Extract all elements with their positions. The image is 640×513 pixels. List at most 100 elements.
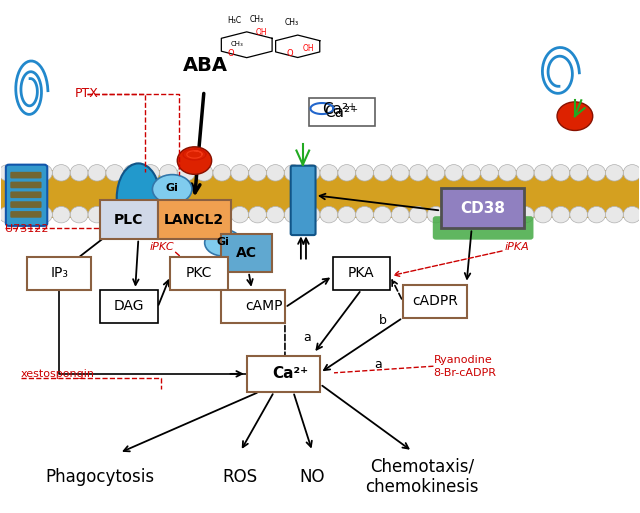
Ellipse shape	[623, 206, 640, 223]
Ellipse shape	[17, 206, 35, 223]
Ellipse shape	[445, 206, 463, 223]
Ellipse shape	[320, 165, 338, 181]
Ellipse shape	[356, 206, 374, 223]
FancyBboxPatch shape	[291, 166, 316, 235]
Text: CH₃: CH₃	[231, 41, 244, 47]
FancyBboxPatch shape	[221, 233, 272, 272]
Ellipse shape	[88, 206, 106, 223]
Ellipse shape	[588, 206, 605, 223]
Text: iPKA: iPKA	[505, 242, 529, 252]
Ellipse shape	[106, 206, 124, 223]
Text: Gi: Gi	[217, 236, 230, 247]
Ellipse shape	[177, 165, 195, 181]
Ellipse shape	[570, 206, 588, 223]
FancyBboxPatch shape	[333, 256, 390, 290]
Text: DAG: DAG	[113, 299, 144, 313]
Text: PTX: PTX	[75, 87, 99, 100]
Ellipse shape	[213, 206, 231, 223]
Text: U73122: U73122	[4, 225, 48, 234]
Text: Chemotaxis/
chemokinesis: Chemotaxis/ chemokinesis	[365, 458, 479, 496]
Text: OH: OH	[255, 28, 267, 36]
Text: iPKC: iPKC	[149, 242, 174, 252]
Text: cADPR: cADPR	[412, 294, 458, 308]
Text: a: a	[374, 358, 382, 371]
Ellipse shape	[409, 165, 427, 181]
Text: O: O	[227, 49, 234, 58]
Text: CH₃: CH₃	[249, 15, 263, 24]
FancyBboxPatch shape	[441, 188, 524, 228]
Ellipse shape	[195, 165, 213, 181]
Ellipse shape	[605, 165, 623, 181]
Ellipse shape	[116, 163, 160, 232]
Text: O: O	[286, 49, 292, 58]
Text: H₃C: H₃C	[227, 16, 241, 25]
Ellipse shape	[213, 165, 231, 181]
Ellipse shape	[284, 206, 302, 223]
Ellipse shape	[516, 206, 534, 223]
FancyBboxPatch shape	[10, 201, 42, 208]
Text: ROS: ROS	[223, 468, 258, 486]
Text: OH: OH	[303, 45, 314, 53]
Ellipse shape	[195, 206, 213, 223]
Ellipse shape	[302, 165, 320, 181]
Ellipse shape	[159, 206, 177, 223]
FancyBboxPatch shape	[10, 191, 42, 198]
Text: b: b	[380, 314, 387, 327]
Text: cAMP: cAMP	[246, 299, 283, 313]
Text: Ca²⁺: Ca²⁺	[272, 366, 308, 381]
Text: CH₃: CH₃	[284, 18, 298, 27]
Ellipse shape	[284, 165, 302, 181]
FancyBboxPatch shape	[433, 216, 534, 240]
Text: AC: AC	[236, 246, 257, 260]
Ellipse shape	[231, 165, 248, 181]
Text: IP₃: IP₃	[51, 266, 69, 280]
Ellipse shape	[356, 165, 374, 181]
FancyBboxPatch shape	[10, 182, 42, 188]
Ellipse shape	[70, 165, 88, 181]
Ellipse shape	[52, 165, 70, 181]
Ellipse shape	[338, 165, 356, 181]
Ellipse shape	[588, 165, 605, 181]
Ellipse shape	[124, 206, 141, 223]
Text: PKA: PKA	[348, 266, 375, 280]
Ellipse shape	[248, 165, 266, 181]
FancyBboxPatch shape	[10, 172, 42, 179]
Ellipse shape	[409, 206, 427, 223]
FancyBboxPatch shape	[10, 211, 42, 218]
Ellipse shape	[152, 174, 192, 204]
Ellipse shape	[499, 165, 516, 181]
Ellipse shape	[17, 165, 35, 181]
Ellipse shape	[499, 206, 516, 223]
Text: NO: NO	[300, 468, 325, 486]
Ellipse shape	[534, 165, 552, 181]
Text: Ca²⁺: Ca²⁺	[324, 105, 359, 120]
Ellipse shape	[124, 165, 141, 181]
Ellipse shape	[392, 206, 409, 223]
Ellipse shape	[534, 206, 552, 223]
Ellipse shape	[159, 165, 177, 181]
Text: LANCL2: LANCL2	[164, 212, 224, 227]
Text: 8-Br-cADPR: 8-Br-cADPR	[433, 368, 497, 378]
FancyBboxPatch shape	[246, 356, 320, 392]
Ellipse shape	[516, 165, 534, 181]
Ellipse shape	[481, 206, 499, 223]
Ellipse shape	[70, 206, 88, 223]
Text: xestospongin: xestospongin	[20, 369, 95, 379]
Text: PLC: PLC	[114, 212, 143, 227]
Ellipse shape	[205, 229, 242, 256]
Ellipse shape	[141, 165, 159, 181]
Ellipse shape	[374, 206, 392, 223]
Ellipse shape	[427, 206, 445, 223]
Ellipse shape	[552, 206, 570, 223]
Ellipse shape	[35, 165, 52, 181]
Ellipse shape	[141, 206, 159, 223]
FancyBboxPatch shape	[221, 290, 285, 323]
Ellipse shape	[266, 165, 284, 181]
Ellipse shape	[0, 165, 17, 181]
Circle shape	[177, 147, 212, 174]
Ellipse shape	[374, 165, 392, 181]
Ellipse shape	[605, 206, 623, 223]
Ellipse shape	[320, 206, 338, 223]
Ellipse shape	[392, 165, 409, 181]
Text: CD38: CD38	[460, 201, 505, 215]
